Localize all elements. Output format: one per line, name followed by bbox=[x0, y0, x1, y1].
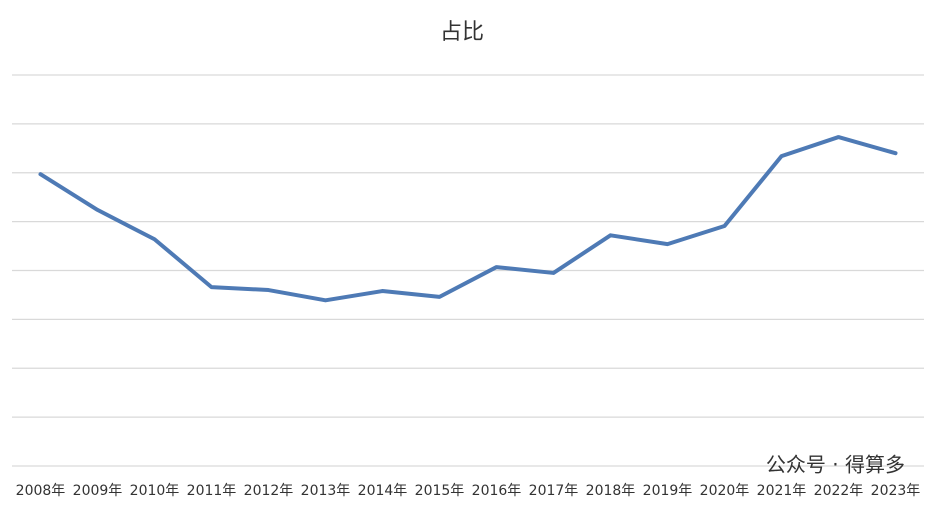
x-tick-label: 2009年 bbox=[73, 483, 123, 499]
x-tick-label: 2013年 bbox=[301, 483, 351, 499]
x-tick-label: 2012年 bbox=[244, 483, 294, 499]
watermark: 公众号 · 得算多 bbox=[766, 453, 905, 477]
x-tick-label: 2022年 bbox=[814, 483, 864, 499]
x-tick-label: 2014年 bbox=[358, 483, 408, 499]
x-tick-label: 2019年 bbox=[643, 483, 693, 499]
x-tick-label: 2018年 bbox=[586, 483, 636, 499]
x-tick-label: 2017年 bbox=[529, 483, 579, 499]
line bbox=[38, 135, 898, 303]
x-tick-label: 2015年 bbox=[415, 483, 465, 499]
x-tick-label: 2021年 bbox=[757, 483, 807, 499]
chart-title: 占比 bbox=[440, 20, 484, 45]
x-tick-label: 2020年 bbox=[700, 483, 750, 499]
x-tick-label: 2010年 bbox=[130, 483, 180, 499]
x-tick-label: 2016年 bbox=[472, 483, 522, 499]
x-tick-label: 2008年 bbox=[16, 483, 66, 499]
x-tick-label: 2023年 bbox=[871, 483, 921, 499]
x-tick-label: 2011年 bbox=[187, 483, 237, 499]
